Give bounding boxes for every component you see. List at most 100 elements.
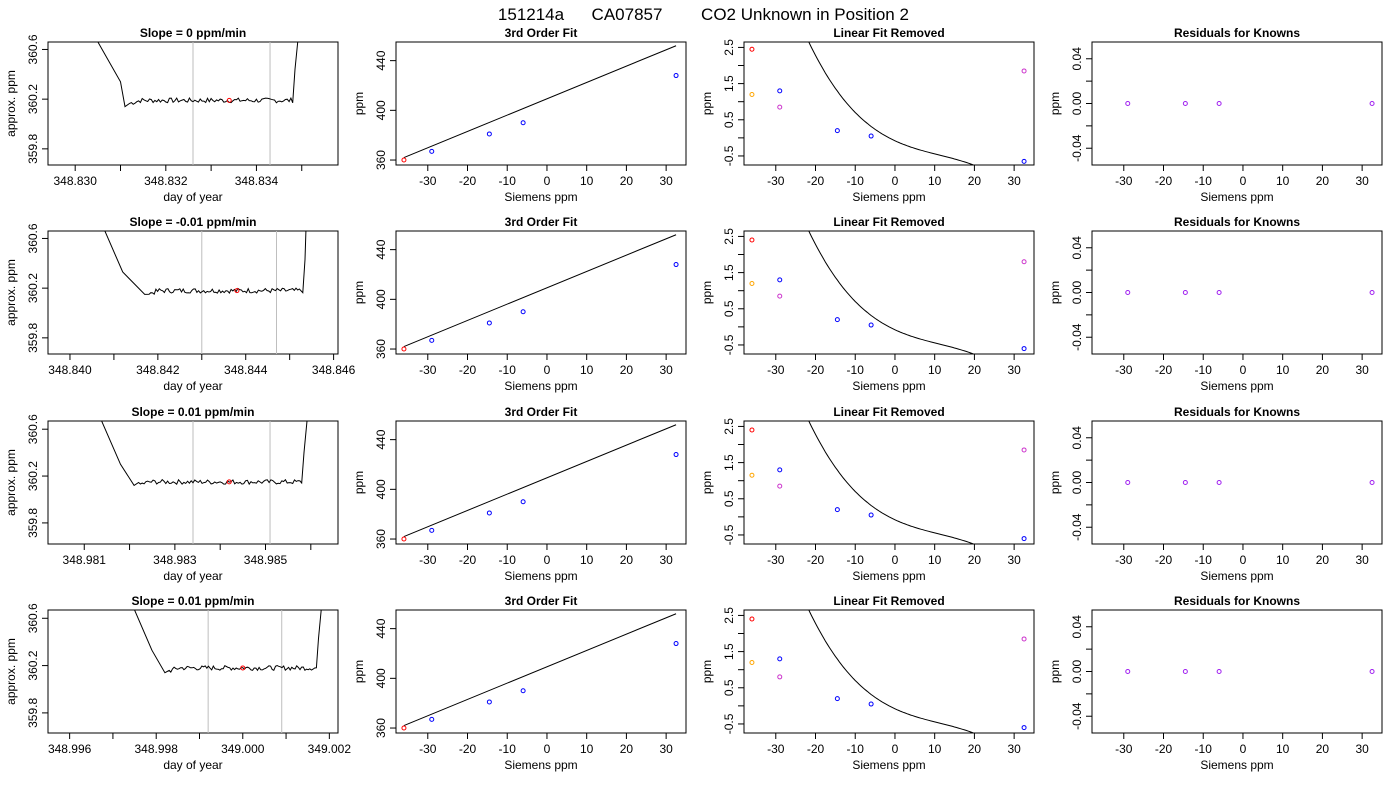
y-tick-label: 2.5 — [722, 418, 736, 435]
data-point — [673, 262, 679, 268]
data-point — [868, 512, 874, 518]
x-tick-label: 30 — [659, 553, 673, 567]
y-tick-label: 1.5 — [722, 643, 736, 660]
data-point — [868, 133, 874, 139]
y-tick-label: 360.2 — [26, 273, 40, 303]
data-point — [749, 237, 755, 243]
data-point — [777, 293, 783, 299]
y-tick-label: -0.5 — [722, 145, 736, 166]
data-point — [749, 427, 755, 433]
x-tick-label: -10 — [1195, 553, 1213, 567]
data-point — [749, 616, 755, 622]
x-tick-label: -30 — [767, 174, 785, 188]
x-tick-label: -20 — [459, 742, 477, 756]
x-tick-label: 20 — [1316, 553, 1330, 567]
x-tick-label: 10 — [580, 174, 594, 188]
y-tick-label: 360.2 — [26, 84, 40, 114]
x-tick-label: -20 — [1155, 553, 1173, 567]
panel-title: 3rd Order Fit — [505, 405, 578, 419]
x-axis-label: Siemens ppm — [504, 190, 577, 204]
y-tick-label: 360 — [374, 529, 388, 549]
data-point — [673, 73, 679, 79]
plot-area — [1125, 290, 1375, 295]
plot-frame — [743, 230, 1035, 355]
data-point — [486, 131, 492, 137]
x-tick-label: -30 — [1115, 742, 1133, 756]
x-tick-label: 348.998 — [135, 742, 179, 756]
data-point — [486, 320, 492, 326]
panel-title: Residuals for Knowns — [1174, 26, 1300, 40]
panel-title: Slope = -0.01 ppm/min — [129, 215, 256, 229]
data-point — [777, 483, 783, 489]
y-axis-label: ppm — [700, 471, 714, 494]
x-tick-label: 30 — [1007, 174, 1021, 188]
y-tick-label: 0.5 — [722, 679, 736, 696]
x-tick-label: 30 — [1007, 553, 1021, 567]
y-tick-label: -0.5 — [722, 334, 736, 355]
x-tick-label: 20 — [968, 363, 982, 377]
x-tick-label: -10 — [847, 174, 865, 188]
x-tick-label: 30 — [659, 742, 673, 756]
x-tick-label: 10 — [1276, 742, 1290, 756]
plot-area — [401, 424, 679, 542]
x-axis-label: Siemens ppm — [852, 758, 925, 772]
x-tick-label: -20 — [459, 553, 477, 567]
data-point — [749, 91, 755, 97]
plot-frame — [743, 41, 1035, 166]
x-tick-label: 30 — [1007, 363, 1021, 377]
plot-area — [1125, 669, 1375, 674]
x-tick-label: -10 — [847, 363, 865, 377]
plot-area — [1125, 101, 1375, 106]
y-axis-label: approx. ppm — [4, 638, 18, 705]
x-tick-label: 348.981 — [63, 553, 107, 567]
data-point — [1125, 669, 1131, 674]
ppm-trace — [104, 231, 307, 296]
data-point — [429, 527, 435, 533]
y-tick-label: 1.5 — [722, 264, 736, 281]
data-point — [777, 104, 783, 110]
fit-line — [403, 45, 677, 159]
panel-r3-c3: Residuals for Knowns -30 -20 -10 0 10 20 30 -0.0… — [1048, 594, 1383, 772]
data-point — [429, 337, 435, 343]
x-tick-label: -10 — [499, 742, 517, 756]
fit-curve — [808, 231, 975, 354]
ppm-trace — [97, 42, 299, 108]
x-tick-label: -30 — [1115, 174, 1133, 188]
fit-line — [403, 424, 677, 538]
y-tick-label: 360 — [374, 150, 388, 170]
x-axis-label: Siemens ppm — [504, 758, 577, 772]
data-point — [673, 641, 679, 647]
x-axis-label: Siemens ppm — [504, 569, 577, 583]
data-point — [777, 277, 783, 283]
x-tick-label: 20 — [1316, 174, 1330, 188]
y-tick-label: 359.8 — [26, 508, 40, 538]
x-tick-label: -20 — [807, 553, 825, 567]
y-axis-label: approx. ppm — [4, 70, 18, 137]
sample-marker — [234, 288, 240, 294]
x-axis-label: day of year — [163, 379, 222, 393]
plot-frame — [395, 420, 687, 545]
x-axis-label: Siemens ppm — [852, 569, 925, 583]
plot-area — [749, 231, 1027, 354]
x-tick-label: 10 — [928, 363, 942, 377]
y-axis-label: ppm — [352, 281, 366, 304]
data-point — [1369, 101, 1375, 106]
y-tick-label: 0.5 — [722, 490, 736, 507]
data-point — [401, 725, 407, 731]
data-point — [1182, 669, 1188, 674]
x-tick-label: -10 — [499, 363, 517, 377]
y-axis-label: ppm — [1048, 92, 1062, 115]
panel-r2-c1: 3rd Order Fit -30 -20 -10 0 10 20 30 360 400 440 Si… — [352, 405, 687, 583]
x-axis-label: Siemens ppm — [1200, 190, 1273, 204]
panel-r0-c0: Slope = 0 ppm/min 348.830 348.832 348.834 35… — [4, 26, 339, 204]
data-point — [1021, 68, 1027, 74]
y-tick-label: 440 — [374, 50, 388, 70]
x-tick-label: 0 — [892, 363, 899, 377]
y-axis-label: ppm — [700, 281, 714, 304]
x-tick-label: 20 — [1316, 363, 1330, 377]
y-tick-label: 440 — [374, 239, 388, 259]
plot-frame — [1091, 41, 1383, 166]
x-tick-label: -10 — [847, 553, 865, 567]
x-tick-label: 0 — [544, 363, 551, 377]
